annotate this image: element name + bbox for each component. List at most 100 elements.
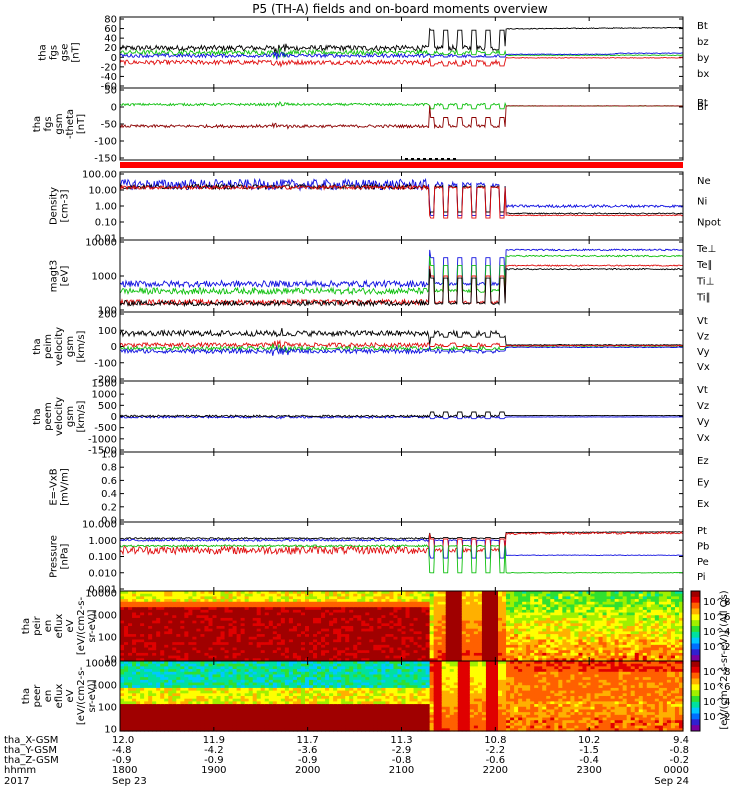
spectrogram-cell — [498, 607, 503, 611]
spectrogram-cell — [256, 623, 262, 627]
spectrogram-cell — [256, 712, 262, 716]
spectrogram-cell — [602, 617, 608, 622]
spectrogram-cell — [357, 628, 362, 632]
spectrogram-cell — [397, 596, 403, 600]
spectrogram-cell — [120, 712, 125, 716]
spectrogram-cell — [461, 626, 467, 630]
spectrogram-cell — [280, 612, 286, 616]
spectrogram-cell — [562, 591, 567, 595]
series-line-Pt — [119, 531, 683, 540]
spectrogram-cell — [232, 720, 238, 724]
spectrogram-cell — [304, 593, 310, 597]
spectrogram-cell — [498, 623, 503, 627]
spectrogram-cell — [389, 599, 395, 603]
spectrogram-cell — [393, 615, 399, 619]
spectrogram-cell — [393, 626, 399, 630]
spectrogram-cell — [626, 650, 632, 654]
spectrogram-cell — [248, 615, 254, 619]
spectrogram-cell — [409, 620, 415, 624]
spectrogram-cell — [128, 591, 133, 595]
spectrogram-cell — [156, 634, 161, 638]
spectrogram-cell — [260, 679, 266, 684]
spectrogram-cell — [132, 650, 137, 654]
spectrogram-cell — [200, 696, 206, 700]
spectrogram-cell — [192, 671, 198, 676]
spectrogram-cell — [622, 604, 628, 608]
spectrogram-cell — [120, 647, 125, 651]
spectrogram-cell — [385, 631, 391, 635]
spectrogram-cell — [626, 644, 632, 649]
spectrogram-cell — [433, 591, 439, 595]
spectrogram-cell — [333, 647, 338, 651]
spectrogram-cell — [566, 609, 571, 614]
spectrogram-cell — [244, 634, 250, 638]
spectrogram-cell — [429, 650, 435, 654]
spectrogram-cell — [220, 634, 226, 638]
spectrogram-cell — [453, 607, 459, 611]
spectrogram-cell — [453, 609, 459, 614]
spectrogram-cell — [666, 628, 672, 632]
spectrogram-cell — [192, 634, 198, 638]
spectrogram-cell — [642, 644, 648, 649]
spectrogram-cell — [650, 639, 656, 643]
spectrogram-cell — [236, 617, 242, 622]
spectrogram-cell — [514, 591, 519, 595]
spectrogram-cell — [321, 634, 326, 638]
spectrogram-cell — [425, 593, 431, 597]
spectrogram-cell — [397, 620, 403, 624]
spectrogram-cell — [292, 601, 298, 606]
spectrogram-cell — [124, 647, 129, 651]
spectrogram-cell — [518, 601, 523, 606]
spectrogram-cell — [654, 617, 660, 622]
spectrogram-cell — [156, 712, 161, 716]
spectrogram-cell — [554, 599, 559, 603]
spectrogram-cell — [514, 615, 519, 619]
spectrogram-cell — [272, 609, 278, 614]
spectrogram-cell — [638, 628, 644, 632]
spectrogram-cell — [558, 658, 563, 662]
spectrogram-cell — [296, 644, 302, 649]
spectrogram-cell — [216, 591, 222, 595]
spectrogram-cell — [453, 655, 459, 659]
spectrogram-cell — [506, 609, 511, 614]
spectrogram-cell — [321, 628, 326, 632]
spectrogram-cell — [626, 623, 632, 627]
spectrogram-cell — [128, 687, 133, 692]
spectrogram-cell — [397, 655, 403, 659]
spectrogram-cell — [256, 652, 262, 657]
spectrogram-cell — [184, 599, 189, 603]
spectrogram-cell — [196, 661, 202, 665]
spectrogram-cell — [136, 652, 141, 657]
spectrogram-cell — [337, 626, 342, 630]
spectrogram-cell — [284, 642, 290, 646]
spectrogram-cell — [309, 620, 314, 624]
spectrogram-cell — [228, 728, 234, 732]
spectrogram-cell — [184, 647, 189, 651]
spectrogram-cell — [240, 677, 246, 681]
spectrogram-cell — [192, 647, 198, 651]
spectrogram-cell — [526, 655, 531, 659]
spectrogram-cell — [176, 669, 181, 673]
spectrogram-cell — [256, 701, 262, 705]
spectrogram-cell — [558, 599, 563, 603]
spectrogram-cell — [140, 628, 145, 632]
spectrogram-cell — [441, 596, 447, 600]
spectrogram-cell — [373, 604, 378, 608]
spectrogram-cell — [646, 634, 652, 638]
spectrogram-cell — [248, 655, 254, 659]
spectrogram-cell — [260, 631, 266, 635]
spectrogram-cell — [208, 658, 214, 662]
spectrogram-cell — [132, 604, 137, 608]
spectrogram-cell — [196, 631, 202, 635]
spectrogram-cell — [614, 612, 620, 616]
spectrogram-cell — [353, 599, 358, 603]
spectrogram-cell — [272, 634, 278, 638]
spectrogram-cell — [357, 658, 362, 662]
spectrogram-cell — [212, 604, 218, 608]
spectrogram-cell — [128, 717, 133, 721]
spectrogram-cell — [144, 644, 149, 649]
spectrogram-cell — [642, 623, 648, 627]
spectrogram-cell — [260, 701, 266, 705]
spectrogram-cell — [594, 639, 600, 643]
spectrogram-cell — [377, 591, 382, 595]
